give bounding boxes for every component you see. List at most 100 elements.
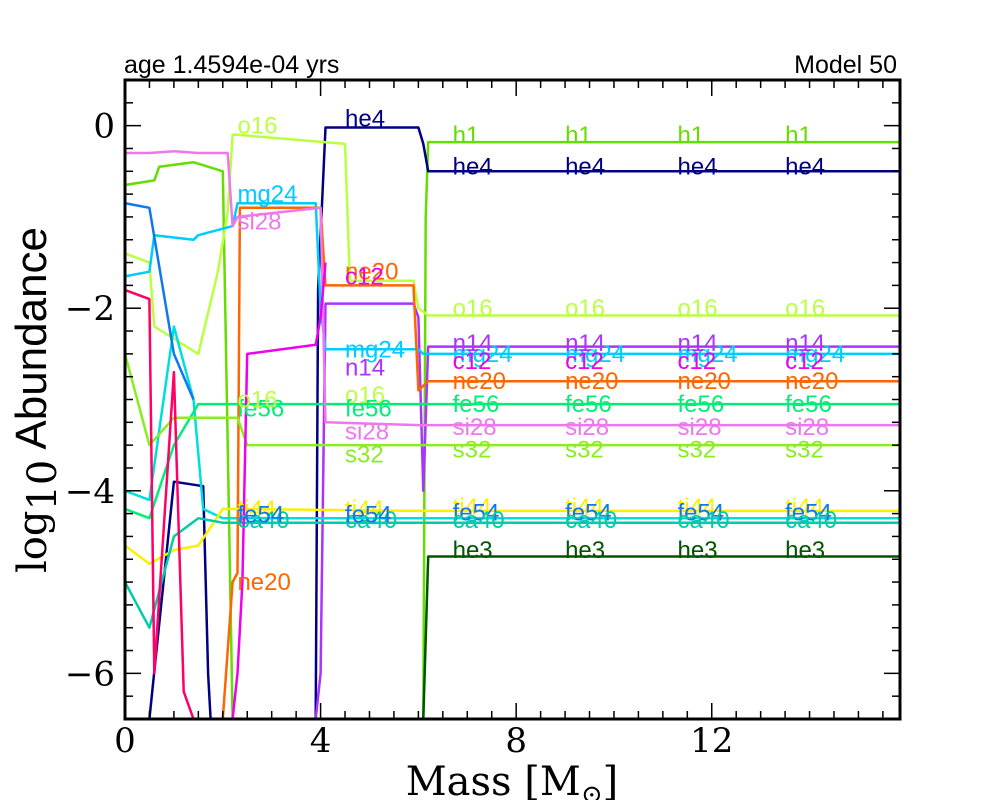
x-axis-label-close: ] [603, 759, 619, 800]
age-label: age 1.4594e-04 yrs [124, 51, 339, 79]
isotope-label: si28 [345, 418, 389, 445]
isotope-label: fe56 [237, 396, 284, 423]
x-tick-label: 12 [690, 721, 733, 761]
series-line-profile-15 [125, 262, 327, 719]
isotope-label: n14 [785, 330, 825, 357]
isotope-label: he3 [785, 537, 825, 564]
isotope-label: o16 [565, 295, 605, 322]
series-line-o16 [125, 133, 900, 356]
series-line-he3 [125, 555, 900, 719]
isotope-label: o16 [453, 295, 493, 322]
isotope-label: mg24 [678, 341, 738, 368]
isotope-label: o16 [237, 113, 277, 140]
series-layer [125, 126, 900, 719]
isotope-label: fe56 [453, 391, 500, 418]
isotope-label: fe54 [345, 502, 392, 529]
isotope-label: ne20 [453, 368, 506, 395]
isotope-label: mg24 [453, 341, 513, 368]
y-tick-label: −6 [65, 654, 115, 694]
isotope-label: h1 [678, 122, 705, 149]
isotope-label: s32 [678, 437, 717, 464]
x-tick-label: 4 [310, 721, 332, 761]
isotope-label: fe54 [565, 500, 612, 527]
isotope-label: ne20 [345, 259, 398, 286]
isotope-label: c12 [785, 348, 824, 375]
isotope-label: si28 [453, 414, 497, 441]
series-line-profile-14 [125, 288, 195, 719]
isotope-label: ne20 [237, 569, 290, 596]
model-label: Model 50 [794, 51, 897, 79]
isotope-label: he3 [678, 537, 718, 564]
series-line-c12 [125, 325, 900, 520]
isotope-label: ca40 [345, 507, 397, 534]
isotope-label: he4 [565, 154, 605, 181]
isotope-label: c12 [678, 348, 717, 375]
isotope-label: h1 [785, 122, 812, 149]
isotope-label-layer: o16 he4mg24si28ne20c12mg24n14o16fe56si28s… [237, 105, 845, 596]
isotope-label: s32 [345, 441, 384, 468]
series-line-he4 [125, 126, 900, 719]
isotope-label: c12 [345, 263, 384, 290]
isotope-label: si28 [678, 414, 722, 441]
y-axis-label-word: Abundance [7, 227, 56, 450]
isotope-label: ca40 [678, 507, 730, 534]
isotope-label: c12 [453, 348, 492, 375]
isotope-label: ne20 [565, 368, 618, 395]
y-axis-label-log: log [10, 511, 56, 573]
y-axis-label: log10 Abundance [7, 227, 66, 573]
isotope-label: ti44 [678, 494, 717, 521]
isotope-label: n14 [678, 330, 718, 357]
isotope-label: s32 [565, 437, 604, 464]
isotope-label: si28 [565, 414, 609, 441]
isotope-label: mg24 [237, 181, 297, 208]
isotope-label: ne20 [678, 368, 731, 395]
y-tick-label: 0 [93, 107, 115, 147]
isotope-label: o16 [785, 295, 825, 322]
isotope-label: fe54 [785, 500, 832, 527]
svg-text:log10Abundance: log10 Abundance [7, 227, 66, 573]
series-line-h1 [125, 140, 900, 719]
isotope-label: he4 [785, 154, 825, 181]
x-axis-label-text: Mass [M [406, 759, 581, 800]
isotope-label: si28 [237, 208, 281, 235]
x-tick-label: 0 [114, 721, 136, 761]
isotope-label: he4 [345, 105, 385, 132]
x-axis-label: Mass [M⊙] [406, 759, 619, 800]
isotope-label: ne20 [785, 368, 838, 395]
isotope-label: fe54 [237, 502, 284, 529]
x-tick-label: 8 [505, 721, 527, 761]
isotope-label: h1 [453, 122, 480, 149]
isotope-label: fe54 [678, 500, 725, 527]
series-line-si28 [125, 149, 900, 427]
isotope-label: ca40 [453, 507, 505, 534]
isotope-label: mg24 [785, 341, 845, 368]
isotope-label: ca40 [565, 507, 617, 534]
isotope-label: ti44 [345, 496, 384, 523]
series-line-ne20 [125, 206, 900, 719]
series-line-profile-13 [125, 201, 195, 400]
isotope-label: fe56 [678, 391, 725, 418]
isotope-label: he3 [453, 537, 493, 564]
series-line-ti44 [125, 507, 900, 566]
isotope-label: o16 [678, 295, 718, 322]
isotope-label: fe56 [345, 396, 392, 423]
isotope-label: c12 [565, 348, 604, 375]
isotope-label: ti44 [453, 494, 492, 521]
series-line-ca40 [125, 516, 900, 629]
isotope-label: o16 [345, 382, 385, 409]
isotope-label: mg24 [565, 341, 625, 368]
isotope-label: s32 [453, 437, 492, 464]
isotope-label: mg24 [345, 336, 405, 363]
isotope-label: ca40 [237, 507, 289, 534]
isotope-label: he3 [565, 537, 605, 564]
isotope-label: fe56 [785, 391, 832, 418]
isotope-label: ca40 [785, 507, 837, 534]
isotope-label: ti44 [237, 496, 276, 523]
x-axis-label-sun: ⊙ [581, 780, 603, 800]
y-tick-label: −2 [65, 289, 115, 329]
isotope-label: he4 [678, 154, 718, 181]
isotope-label: o16 [237, 387, 277, 414]
series-line-fe56 [125, 402, 900, 520]
isotope-label: n14 [453, 330, 493, 357]
